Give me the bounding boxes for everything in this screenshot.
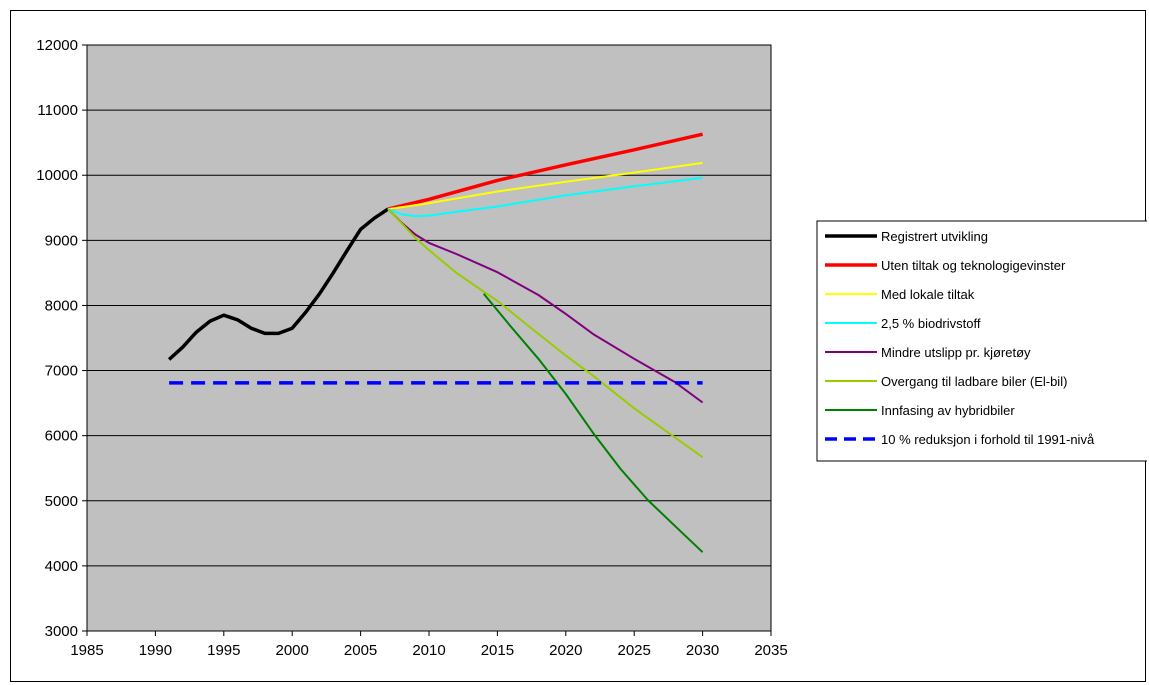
chart-frame: 3000 4000 5000 6000 7000 8000 9000 10000 11000 12… — [10, 10, 1147, 682]
series-line-registrert-utvikling — [167, 207, 389, 361]
legend-label: 2,5 % biodrivstoff — [881, 316, 981, 331]
y-tick-label: 10000 — [36, 167, 78, 184]
x-tick-label: 2010 — [412, 642, 445, 659]
x-tick-label: 2020 — [549, 642, 582, 659]
plot-area — [86, 44, 772, 632]
series-line-innfasing-av-hybridbiler — [482, 293, 704, 553]
y-tick-label: 6000 — [45, 428, 78, 445]
legend-label: Uten tiltak og teknologigevinster — [881, 258, 1066, 273]
line-chart: 3000 4000 5000 6000 7000 8000 9000 10000 11000 12… — [36, 37, 1147, 659]
series-line-uten-tiltak-og-teknologigevinster — [387, 132, 703, 211]
y-tick-label: 12000 — [36, 37, 78, 54]
y-tick-label: 8000 — [45, 297, 78, 314]
y-tick-label: 4000 — [45, 558, 78, 575]
y-tick-label: 7000 — [45, 363, 78, 380]
series-line-med-lokale-tiltak — [387, 161, 703, 211]
y-tick-label: 5000 — [45, 493, 78, 510]
series-line-2-5-biodrivstoff — [387, 176, 703, 218]
legend-box — [816, 220, 1147, 462]
x-tick-label: 1990 — [139, 642, 172, 659]
series-lines — [167, 132, 704, 553]
x-tick-label: 2035 — [754, 642, 787, 659]
x-tick-label: 2015 — [481, 642, 514, 659]
legend: Registrert utvikling Uten tiltak og tekno… — [816, 220, 1147, 462]
x-tick-label: 2025 — [618, 642, 651, 659]
x-tick-label: 2030 — [686, 642, 719, 659]
x-tick-label: 2000 — [276, 642, 309, 659]
legend-label: Mindre utslipp pr. kjøretøy — [881, 345, 1031, 360]
series-line-mindre-utslipp-pr-kj-ret-y — [387, 208, 704, 404]
legend-label: Registrert utvikling — [881, 229, 988, 244]
y-tick-label: 3000 — [45, 623, 78, 640]
x-tick-label: 2005 — [344, 642, 377, 659]
series-line-overgang-til-ladbare-biler-el-bil — [387, 208, 704, 459]
y-tick-label: 11000 — [37, 102, 78, 119]
y-tick-label: 9000 — [45, 232, 78, 249]
x-tick-label: 1985 — [70, 642, 103, 659]
legend-label: Med lokale tiltak — [881, 287, 975, 302]
grid-lines — [87, 44, 771, 567]
legend-label: Overgang til ladbare biler (El-bil) — [881, 374, 1067, 389]
legend-label: Innfasing av hybridbiler — [881, 403, 1015, 418]
x-tick-label: 1995 — [207, 642, 240, 659]
legend-label: 10 % reduksjon i forhold til 1991-nivå — [881, 432, 1095, 447]
axes: 3000 4000 5000 6000 7000 8000 9000 10000 11000 12… — [36, 37, 787, 659]
